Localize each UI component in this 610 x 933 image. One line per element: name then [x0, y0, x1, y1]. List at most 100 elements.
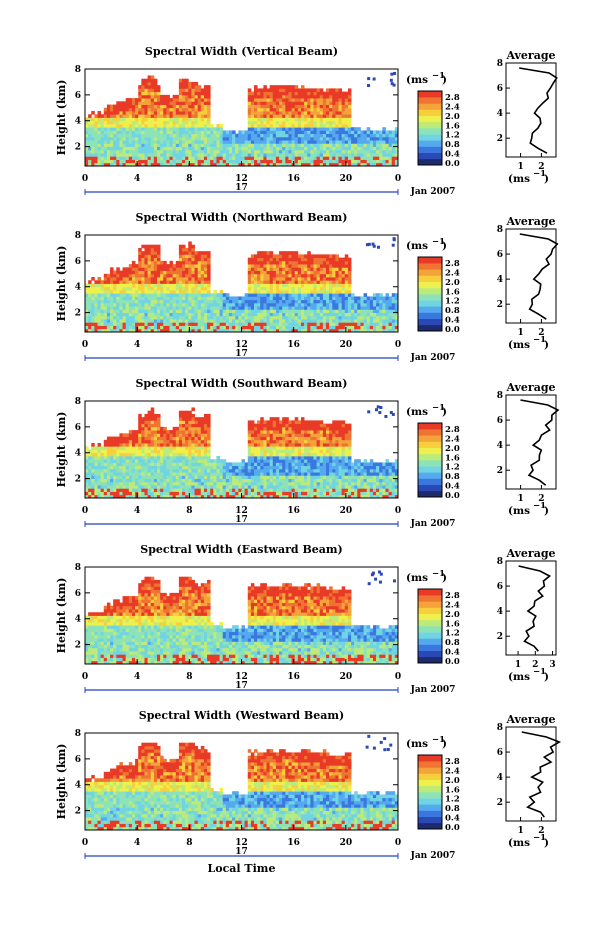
heatmap-cell — [135, 98, 139, 102]
heatmap-cell — [173, 143, 177, 147]
heatmap-cell — [151, 82, 155, 86]
heatmap-cell — [104, 124, 108, 128]
heatmap-cell — [285, 251, 289, 255]
heatmap-cell — [85, 130, 89, 134]
heatmap-cell — [144, 127, 148, 131]
heatmap-cell — [191, 459, 195, 463]
heatmap-cell — [98, 150, 102, 154]
heatmap-cell — [151, 264, 155, 268]
heatmap-cell — [179, 137, 183, 141]
heatmap-cell — [116, 121, 120, 125]
heatmap-cell — [116, 267, 120, 271]
heatmap-cell — [119, 437, 123, 441]
heatmap-cell — [91, 479, 95, 483]
heatmap-cell — [104, 309, 108, 313]
heatmap-cell — [88, 114, 92, 118]
heatmap-cell — [267, 118, 271, 122]
heatmap-cell — [104, 472, 108, 476]
heatmap-cell — [148, 150, 152, 154]
heatmap-cell — [335, 284, 339, 288]
heatmap-cell — [188, 430, 192, 434]
heatmap-cell — [332, 309, 336, 313]
heatmap-cell — [360, 137, 364, 141]
heatmap-cell — [163, 118, 167, 122]
heatmap-cell — [176, 475, 180, 479]
heatmap-cell — [166, 124, 170, 128]
heatmap-cell — [254, 277, 258, 281]
heatmap-cell — [160, 290, 164, 294]
heatmap-cell — [107, 459, 111, 463]
heatmap-cell — [385, 326, 389, 330]
heatmap-cell — [257, 121, 261, 125]
heatmap-cell — [348, 313, 352, 317]
heatmap-cell — [185, 79, 189, 83]
heatmap-cell — [107, 306, 111, 310]
heatmap-cell — [160, 456, 164, 460]
heatmap-cell — [113, 284, 117, 288]
heatmap-cell — [129, 287, 133, 291]
heatmap-cell — [245, 293, 249, 297]
heatmap-cell — [220, 150, 224, 154]
heatmap-cell — [339, 95, 343, 99]
heatmap-cell — [310, 274, 314, 278]
heatmap-cell — [94, 313, 98, 317]
heatmap-cell — [335, 92, 339, 96]
heatmap-cell — [151, 284, 155, 288]
heatmap-cell — [257, 124, 261, 128]
heatmap-cell — [176, 437, 180, 441]
heatmap-cell — [254, 127, 258, 131]
heatmap-cell — [279, 153, 283, 157]
heatmap-cell — [98, 156, 102, 160]
heatmap-cell — [345, 147, 349, 151]
heatmap-cell — [151, 156, 155, 160]
heatmap-cell — [354, 303, 358, 307]
heatmap-cell — [263, 277, 267, 281]
heatmap-cell — [144, 140, 148, 144]
heatmap-cell — [332, 140, 336, 144]
heatmap-cell — [220, 303, 224, 307]
heatmap-cell — [126, 462, 130, 466]
heatmap-cell — [323, 98, 327, 102]
heatmap-cell — [354, 147, 358, 151]
heatmap-cell — [307, 111, 311, 115]
heatmap-cell — [110, 143, 114, 147]
heatmap-cell — [170, 440, 174, 444]
heatmap-cell — [141, 453, 145, 457]
heatmap-cell — [392, 293, 396, 297]
heatmap-cell — [298, 95, 302, 99]
heatmap-cell — [329, 284, 333, 288]
heatmap-cell — [348, 88, 352, 92]
heatmap-cell — [116, 300, 120, 304]
heatmap-cell — [220, 290, 224, 294]
heatmap-cell — [166, 134, 170, 138]
heatmap-cell — [113, 316, 117, 320]
heatmap-cell — [151, 130, 155, 134]
heatmap-cell — [304, 156, 308, 160]
heatmap-cell — [144, 296, 148, 300]
heatmap-cell — [301, 147, 305, 151]
heatmap-cell — [257, 267, 261, 271]
heatmap-cell — [113, 143, 117, 147]
heatmap-cell — [276, 274, 280, 278]
heatmap-cell — [207, 101, 211, 105]
heatmap-cell — [198, 479, 202, 483]
heatmap-cell — [260, 137, 264, 141]
heatmap-cell — [332, 111, 336, 115]
heatmap-cell — [138, 309, 142, 313]
heatmap-cell — [298, 258, 302, 262]
heatmap-cell — [157, 264, 161, 268]
heatmap-cell — [267, 296, 271, 300]
heatmap-cell — [310, 98, 314, 102]
heatmap-cell — [282, 274, 286, 278]
heatmap-cell — [332, 284, 336, 288]
heatmap-cell — [144, 414, 148, 418]
heatmap-cell — [301, 130, 305, 134]
heatmap-cell — [113, 147, 117, 151]
heatmap-cell — [235, 303, 239, 307]
heatmap-cell — [110, 322, 114, 326]
heatmap-cell — [173, 427, 177, 431]
heatmap-cell — [295, 150, 299, 154]
heatmap-cell — [116, 127, 120, 131]
heatmap-cell — [123, 287, 127, 291]
heatmap-cell — [276, 284, 280, 288]
